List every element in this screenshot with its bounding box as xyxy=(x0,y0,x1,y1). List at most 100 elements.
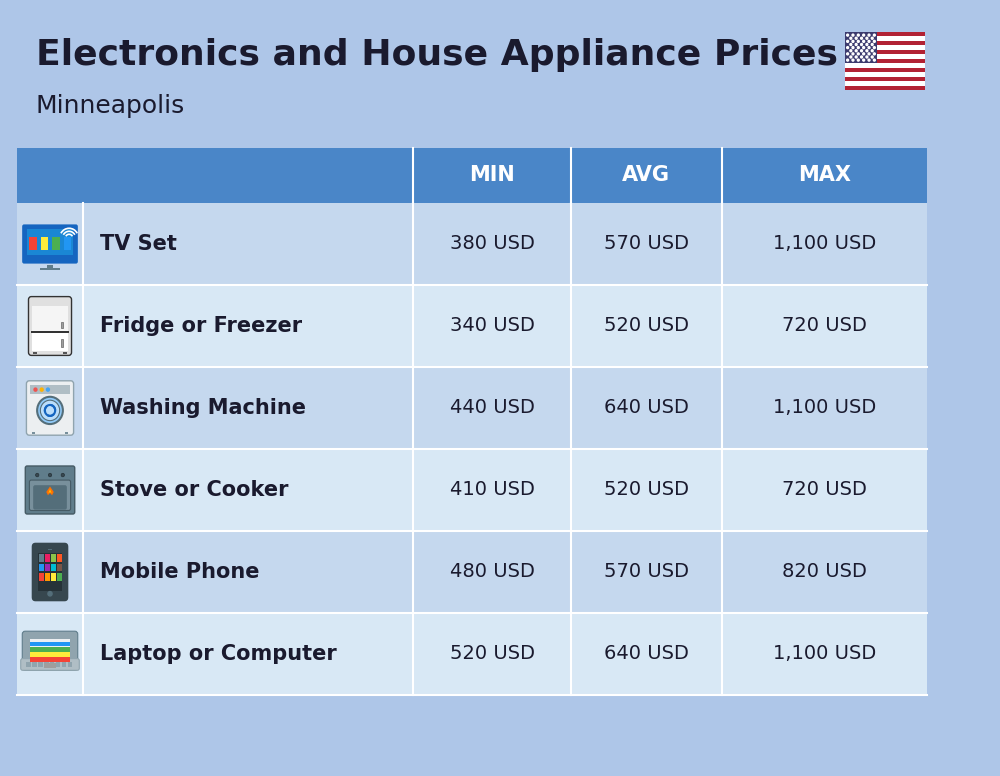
Circle shape xyxy=(873,47,875,49)
Text: Stove or Cooker: Stove or Cooker xyxy=(100,480,289,500)
Bar xyxy=(26,661,31,663)
Circle shape xyxy=(861,43,862,46)
Text: 640 USD: 640 USD xyxy=(604,399,689,417)
Bar xyxy=(50,663,54,665)
Circle shape xyxy=(861,50,862,52)
Bar xyxy=(57,554,62,562)
Text: 520 USD: 520 USD xyxy=(604,317,689,335)
Bar xyxy=(845,32,877,63)
Circle shape xyxy=(861,56,862,58)
Bar xyxy=(32,334,68,352)
Circle shape xyxy=(866,43,868,46)
Text: TV Set: TV Set xyxy=(100,234,177,254)
Circle shape xyxy=(46,388,49,391)
Text: 520 USD: 520 USD xyxy=(604,480,689,500)
Text: MIN: MIN xyxy=(469,165,515,185)
Circle shape xyxy=(868,40,870,43)
Bar xyxy=(29,237,37,250)
Bar xyxy=(38,663,43,665)
Bar xyxy=(41,237,48,250)
Bar xyxy=(32,661,37,663)
Bar xyxy=(47,265,53,269)
Text: 570 USD: 570 USD xyxy=(604,234,689,254)
Bar xyxy=(26,665,31,667)
Circle shape xyxy=(873,53,875,55)
Circle shape xyxy=(852,53,854,55)
Circle shape xyxy=(863,53,865,55)
Circle shape xyxy=(61,473,64,476)
Bar xyxy=(38,665,43,667)
Bar xyxy=(30,642,70,646)
FancyBboxPatch shape xyxy=(29,480,71,511)
Circle shape xyxy=(855,50,857,52)
Circle shape xyxy=(852,59,854,61)
Circle shape xyxy=(868,53,870,55)
Text: 440 USD: 440 USD xyxy=(450,399,534,417)
Bar xyxy=(51,563,56,571)
Circle shape xyxy=(847,47,849,49)
FancyBboxPatch shape xyxy=(32,542,68,601)
Circle shape xyxy=(847,34,849,36)
Bar xyxy=(26,663,31,665)
Circle shape xyxy=(855,43,857,46)
Circle shape xyxy=(857,53,859,55)
Bar xyxy=(62,665,66,667)
FancyBboxPatch shape xyxy=(17,449,927,531)
FancyBboxPatch shape xyxy=(17,531,927,613)
FancyBboxPatch shape xyxy=(17,148,927,203)
Text: 1,100 USD: 1,100 USD xyxy=(773,645,876,663)
Circle shape xyxy=(863,34,865,36)
Bar xyxy=(45,554,50,562)
Bar xyxy=(38,661,43,663)
FancyBboxPatch shape xyxy=(17,285,927,367)
FancyBboxPatch shape xyxy=(17,613,927,695)
Bar xyxy=(56,663,60,665)
Circle shape xyxy=(868,34,870,36)
Text: 820 USD: 820 USD xyxy=(782,563,867,581)
Circle shape xyxy=(873,34,875,36)
Text: 380 USD: 380 USD xyxy=(450,234,534,254)
Bar xyxy=(65,432,68,435)
Bar xyxy=(50,665,54,667)
Circle shape xyxy=(852,40,854,43)
Text: 1,100 USD: 1,100 USD xyxy=(773,234,876,254)
FancyBboxPatch shape xyxy=(21,659,79,670)
Text: 480 USD: 480 USD xyxy=(450,563,534,581)
Bar xyxy=(845,32,925,90)
Circle shape xyxy=(850,50,852,52)
Bar xyxy=(44,665,49,667)
Bar xyxy=(50,661,54,663)
Bar xyxy=(845,45,925,50)
Bar xyxy=(30,639,70,662)
Circle shape xyxy=(857,34,859,36)
Circle shape xyxy=(40,400,60,421)
Bar xyxy=(44,663,49,665)
Bar xyxy=(44,663,56,667)
Text: Mobile Phone: Mobile Phone xyxy=(100,562,260,582)
Bar xyxy=(30,652,70,657)
Circle shape xyxy=(852,34,854,36)
Bar xyxy=(44,661,49,663)
Bar xyxy=(845,81,925,85)
Bar xyxy=(57,563,62,571)
Circle shape xyxy=(48,473,52,476)
Bar xyxy=(45,573,50,580)
Text: 340 USD: 340 USD xyxy=(450,317,534,335)
Circle shape xyxy=(857,59,859,61)
Text: 640 USD: 640 USD xyxy=(604,645,689,663)
FancyBboxPatch shape xyxy=(17,203,927,285)
Circle shape xyxy=(850,43,852,46)
Bar xyxy=(845,36,925,41)
Circle shape xyxy=(868,47,870,49)
Bar xyxy=(32,665,37,667)
Text: Minneapolis: Minneapolis xyxy=(36,94,185,118)
FancyBboxPatch shape xyxy=(28,296,72,355)
Text: MAX: MAX xyxy=(798,165,851,185)
FancyBboxPatch shape xyxy=(33,485,67,510)
Circle shape xyxy=(34,388,37,391)
Circle shape xyxy=(857,40,859,43)
Circle shape xyxy=(855,56,857,58)
Circle shape xyxy=(847,40,849,43)
Text: 1,100 USD: 1,100 USD xyxy=(773,399,876,417)
Bar xyxy=(51,573,56,580)
